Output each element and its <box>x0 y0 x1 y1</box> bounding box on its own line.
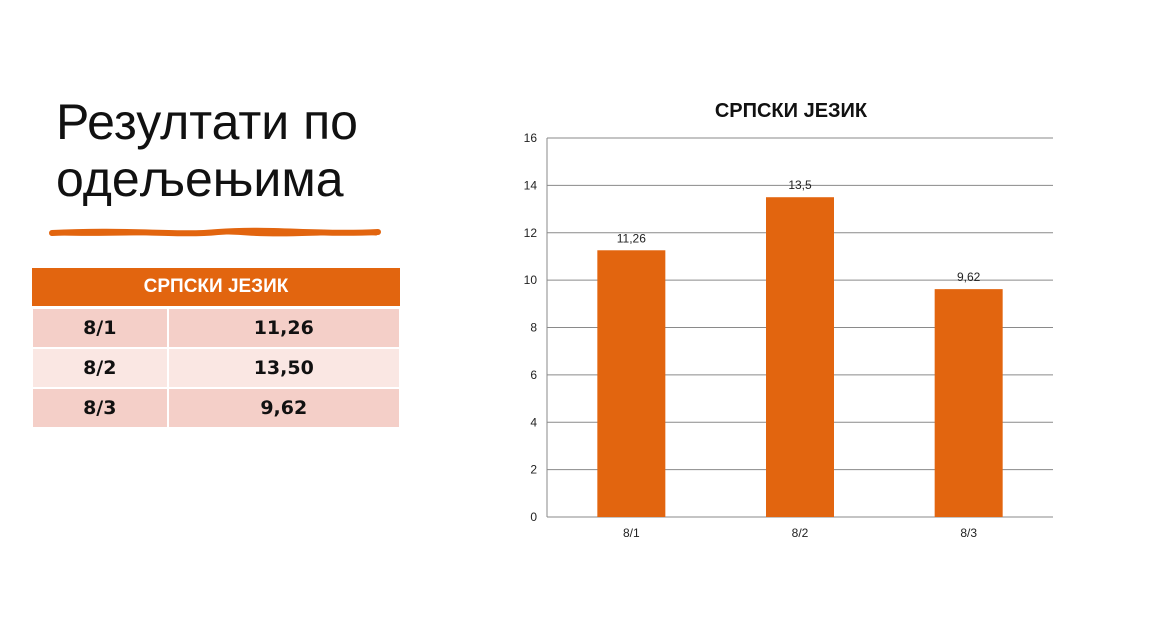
score-cell: 11,26 <box>166 306 402 349</box>
title-line-2: одељењима <box>56 151 344 207</box>
table-row: 8/2 13,50 <box>31 347 402 389</box>
slide-title: Резултати по одељењима <box>56 94 358 208</box>
title-line-1: Резултати по <box>56 94 358 150</box>
results-table: СРПСКИ ЈЕЗИК 8/1 11,26 8/2 13,50 8/3 9,62 <box>31 268 402 429</box>
chart-title: СРПСКИ ЈЕЗИК <box>715 100 868 122</box>
score-cell: 9,62 <box>166 387 402 429</box>
data-label: 11,26 <box>617 231 646 245</box>
data-label: 9,62 <box>957 270 981 284</box>
y-tick-label: 14 <box>524 178 538 192</box>
y-tick-label: 2 <box>530 463 537 477</box>
bar <box>597 250 666 517</box>
y-tick-label: 10 <box>524 273 538 287</box>
table-header: СРПСКИ ЈЕЗИК <box>32 268 400 309</box>
y-tick-label: 12 <box>524 226 538 240</box>
title-underline-stroke <box>49 227 381 237</box>
x-tick-label: 8/1 <box>623 526 640 540</box>
data-label: 13,5 <box>788 178 812 192</box>
class-cell: 8/1 <box>31 306 169 349</box>
y-tick-label: 16 <box>524 131 538 145</box>
class-cell: 8/2 <box>31 347 169 389</box>
bar <box>766 197 834 517</box>
class-cell: 8/3 <box>31 387 169 429</box>
y-tick-label: 8 <box>530 321 537 335</box>
bar <box>934 289 1003 517</box>
score-cell: 13,50 <box>166 347 402 389</box>
y-tick-label: 4 <box>530 415 537 429</box>
x-tick-label: 8/2 <box>792 526 809 540</box>
table-row: 8/3 9,62 <box>31 387 402 429</box>
y-tick-label: 0 <box>530 510 537 524</box>
table-row: 8/1 11,26 <box>31 306 402 349</box>
x-tick-label: 8/3 <box>960 526 977 540</box>
y-tick-label: 6 <box>530 368 537 382</box>
